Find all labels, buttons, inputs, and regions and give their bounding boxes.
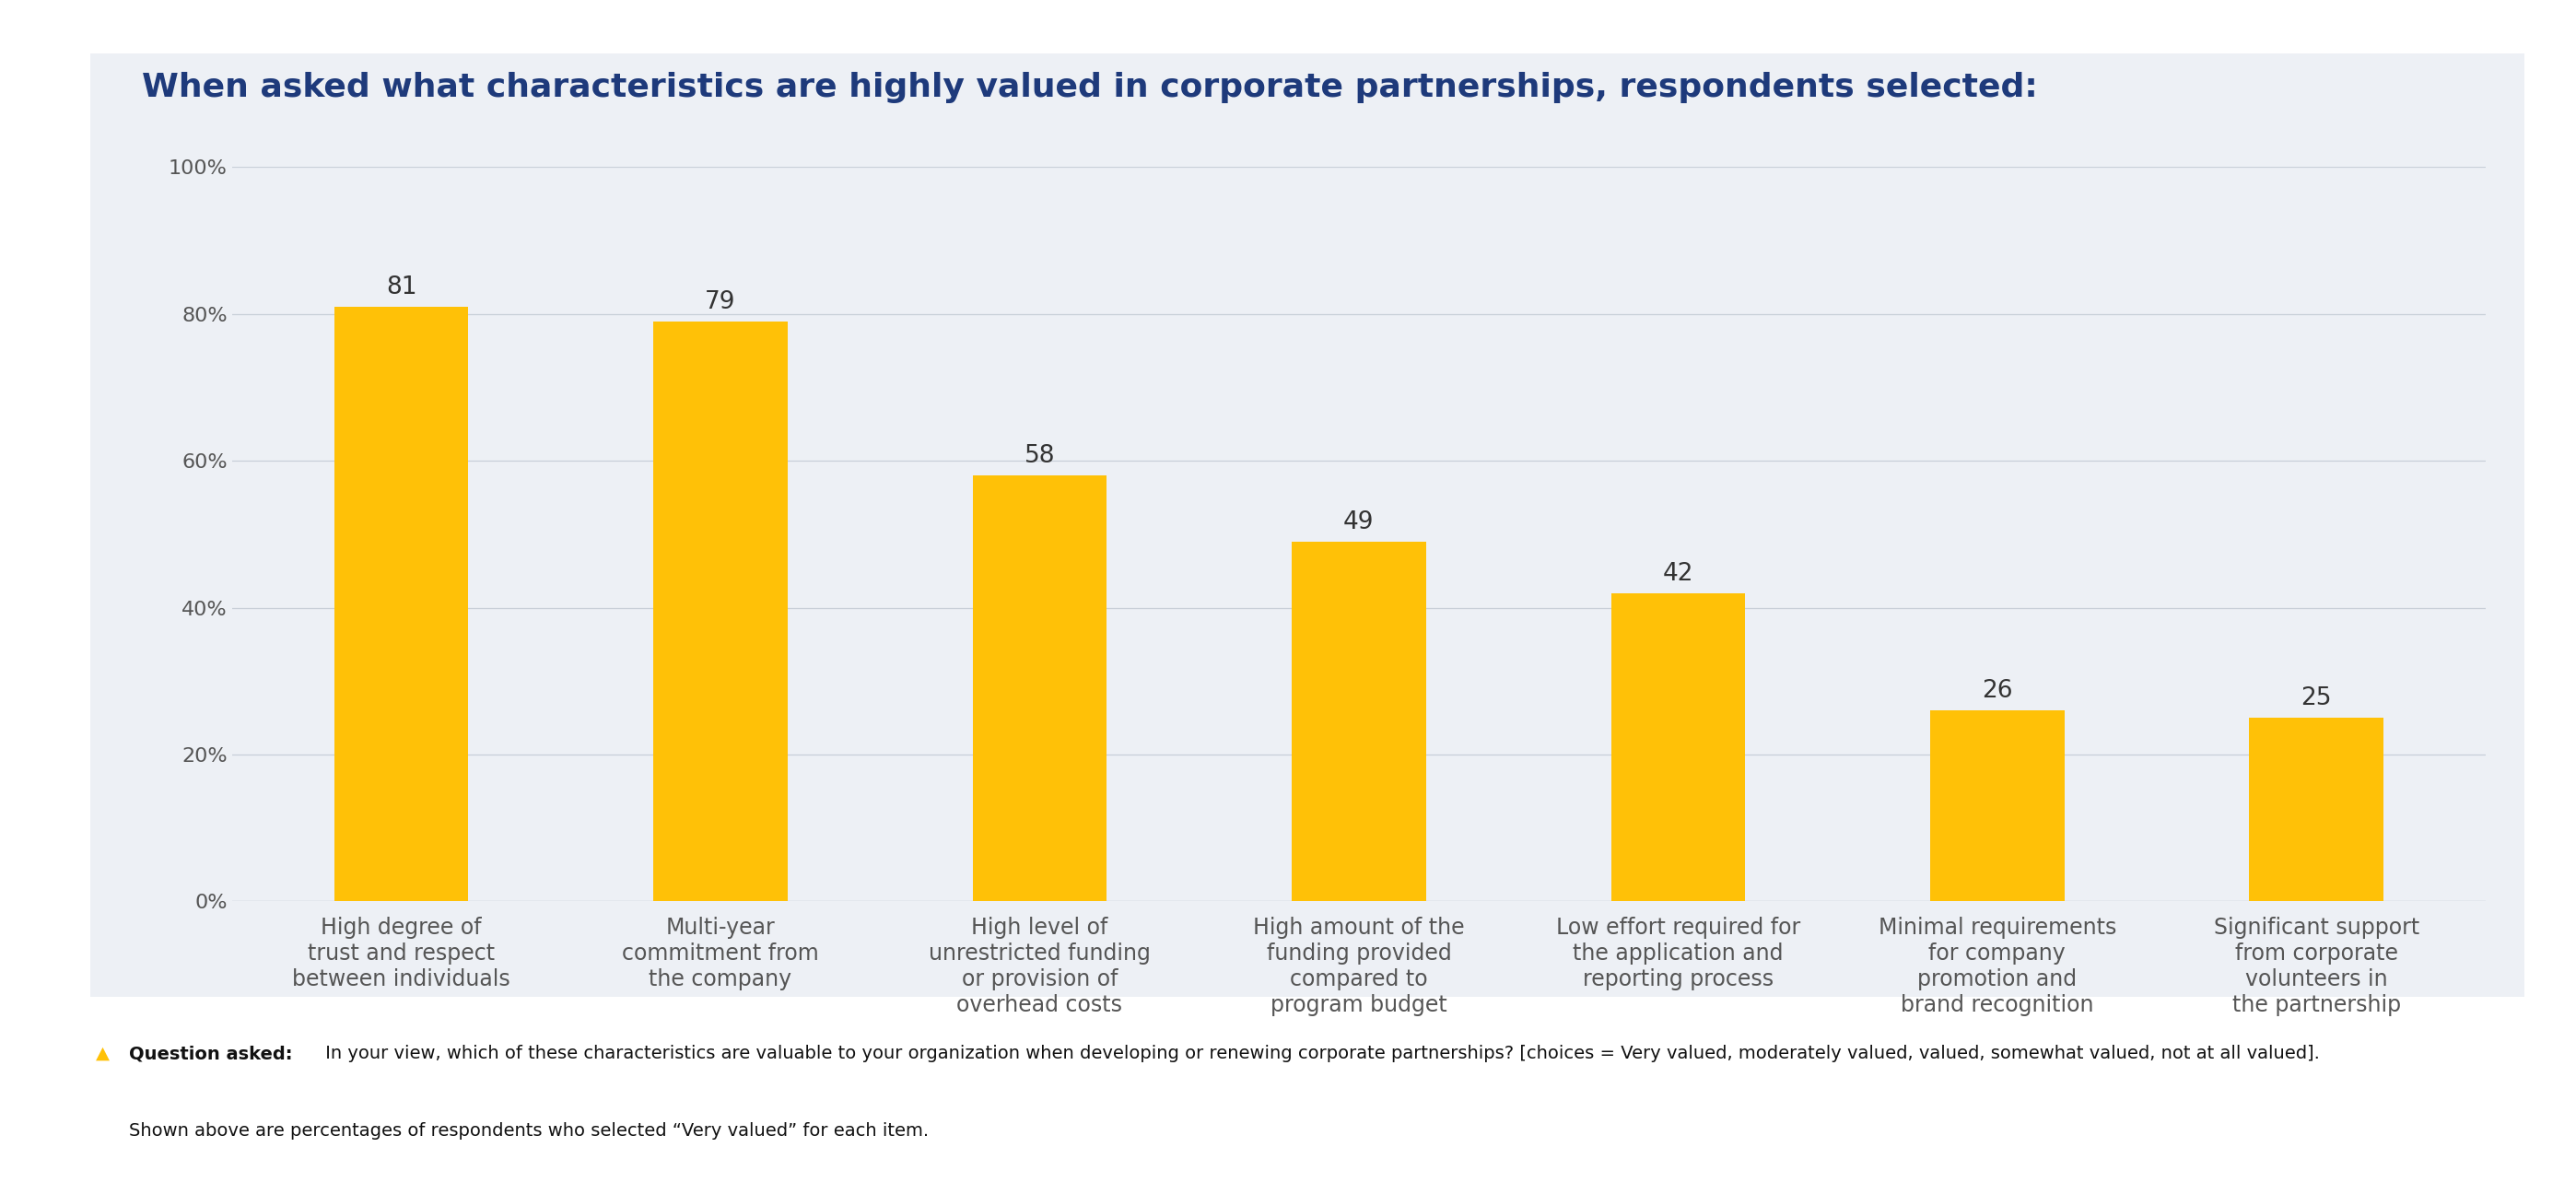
Text: 49: 49 [1345, 510, 1373, 535]
Text: Question asked:: Question asked: [129, 1045, 291, 1063]
Text: 26: 26 [1981, 679, 2012, 703]
Text: 58: 58 [1025, 444, 1056, 468]
Text: When asked what characteristics are highly valued in corporate partnerships, res: When asked what characteristics are high… [142, 72, 2038, 103]
Bar [1610, 593, 1744, 901]
Bar [2249, 718, 2383, 901]
Bar [335, 307, 469, 901]
Text: 81: 81 [386, 276, 417, 300]
Text: In your view, which of these characteristics are valuable to your organization w: In your view, which of these characteris… [319, 1045, 2318, 1063]
Bar [1929, 710, 2063, 901]
Text: 42: 42 [1662, 561, 1692, 586]
Text: 79: 79 [706, 290, 737, 314]
Text: Shown above are percentages of respondents who selected “Very valued” for each i: Shown above are percentages of responden… [129, 1122, 927, 1140]
Text: 25: 25 [2300, 687, 2331, 710]
Bar [1291, 542, 1427, 901]
Text: ▲: ▲ [95, 1045, 108, 1063]
Bar [974, 475, 1108, 901]
Bar [654, 321, 788, 901]
